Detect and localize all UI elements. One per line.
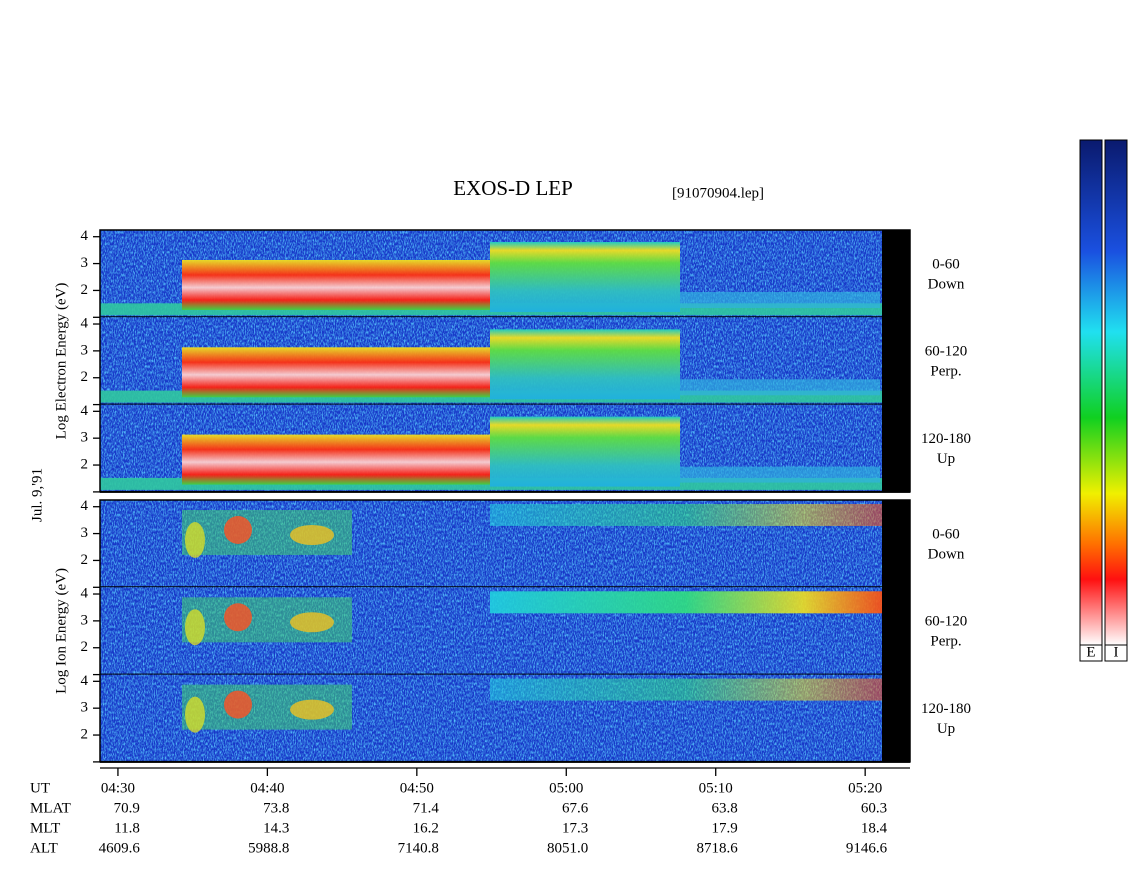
- file-label: [91070904.lep]: [672, 185, 764, 201]
- x-tick-label: 05:10: [699, 780, 733, 796]
- color-bar: E I: [1079, 139, 1128, 662]
- y-tick-label: 3: [81, 525, 89, 541]
- spectrogram-band: [490, 329, 680, 400]
- chart-title: EXOS-D LEP: [453, 176, 573, 200]
- spectrogram-band: [680, 292, 880, 308]
- spectrogram-blob: [290, 525, 334, 545]
- color-bar-box: [1079, 644, 1103, 662]
- color-bar-label: E: [1086, 644, 1095, 660]
- row-value: 63.8: [711, 800, 737, 816]
- y-tick-label: 4: [81, 498, 89, 514]
- spectrogram-band: [182, 260, 490, 310]
- spectrogram-blob: [185, 609, 205, 646]
- y-tick-label: 2: [81, 369, 89, 385]
- panel-angle: 120-180: [921, 701, 971, 717]
- row-value: 11.8: [114, 820, 140, 836]
- spectrogram-band: [182, 434, 490, 485]
- x-tick-label: 05:00: [549, 780, 583, 796]
- spectrogram-blob: [185, 696, 205, 733]
- y-tick-label: 3: [81, 430, 89, 446]
- row-value: 71.4: [413, 800, 440, 816]
- row-value: 67.6: [562, 800, 589, 816]
- row-value: 60.3: [861, 800, 887, 816]
- group-frame: [99, 229, 911, 493]
- y-axis-label: Log Electron Energy (eV): [53, 283, 69, 440]
- spectrogram-blob: [224, 516, 252, 544]
- panel-angle: 0-60: [932, 256, 960, 272]
- y-tick-label: 3: [81, 700, 89, 716]
- row-value: 73.8: [263, 800, 289, 816]
- y-tick-label: 2: [81, 726, 89, 742]
- y-tick-label: 4: [81, 228, 89, 244]
- row-value: 9146.6: [846, 840, 888, 856]
- y-tick-label: 3: [81, 342, 89, 358]
- data-gap: [882, 500, 910, 762]
- spectrogram-blob: [290, 699, 334, 720]
- row-value: 14.3: [263, 820, 289, 836]
- spectrogram-blob: [224, 690, 252, 719]
- row-label: MLAT: [30, 800, 71, 816]
- spectrogram-band: [490, 504, 882, 526]
- row-value: 7140.8: [398, 840, 439, 856]
- spectrogram-band: [680, 466, 880, 483]
- spectrogram-band: [680, 379, 880, 396]
- row-value: 5988.8: [248, 840, 289, 856]
- spectrogram-band: [490, 242, 680, 312]
- spectrogram-band: [490, 416, 680, 487]
- row-value: 70.9: [114, 800, 140, 816]
- row-value: 8718.6: [696, 840, 738, 856]
- row-label: ALT: [30, 840, 58, 856]
- panel-direction: Down: [928, 276, 965, 292]
- row-value: 16.2: [413, 820, 439, 836]
- panel-direction: Up: [937, 721, 955, 737]
- color-bar-box: [1104, 644, 1128, 662]
- group-frame: [99, 499, 911, 763]
- panel-angle: 0-60: [932, 526, 960, 542]
- color-bar-i: [1104, 139, 1128, 646]
- row-value: 18.4: [861, 820, 888, 836]
- x-tick-label: 04:50: [400, 780, 434, 796]
- panel-angle: 120-180: [921, 431, 971, 447]
- panel-direction: Down: [928, 546, 965, 562]
- date-label: Jul. 9,'91: [29, 468, 45, 522]
- spectrogram-band: [490, 591, 882, 614]
- x-axis-label: UT: [30, 780, 50, 796]
- y-tick-label: 4: [81, 585, 89, 601]
- y-tick-label: 2: [81, 552, 89, 568]
- y-tick-label: 2: [81, 282, 89, 298]
- row-value: 17.3: [562, 820, 588, 836]
- spectrogram-blob: [224, 603, 252, 632]
- spectrogram-blob: [185, 522, 205, 558]
- panel-direction: Perp.: [930, 364, 961, 380]
- y-axis-label: Log Ion Energy (eV): [53, 568, 69, 694]
- row-value: 4609.6: [99, 840, 141, 856]
- data-gap: [882, 230, 910, 492]
- y-tick-label: 4: [81, 673, 89, 689]
- spectrogram-band: [490, 678, 882, 701]
- panel-angle: 60-120: [925, 344, 968, 360]
- panel-direction: Up: [937, 451, 955, 467]
- panel-angle: 60-120: [925, 614, 968, 630]
- y-tick-label: 4: [81, 315, 89, 331]
- x-tick-label: 04:30: [101, 780, 135, 796]
- row-value: 17.9: [711, 820, 737, 836]
- y-tick-label: 3: [81, 255, 89, 271]
- row-value: 8051.0: [547, 840, 588, 856]
- y-tick-label: 3: [81, 612, 89, 628]
- y-tick-label: 4: [81, 403, 89, 419]
- y-tick-label: 2: [81, 639, 89, 655]
- panel-direction: Perp.: [930, 634, 961, 650]
- color-bar-label: I: [1114, 644, 1119, 660]
- row-label: MLT: [30, 820, 60, 836]
- spectrogram-band: [182, 347, 490, 398]
- x-tick-label: 04:40: [250, 780, 284, 796]
- spectrogram-blob: [290, 612, 334, 633]
- color-bar-e: [1079, 139, 1103, 646]
- x-tick-label: 05:20: [848, 780, 882, 796]
- y-tick-label: 2: [81, 456, 89, 472]
